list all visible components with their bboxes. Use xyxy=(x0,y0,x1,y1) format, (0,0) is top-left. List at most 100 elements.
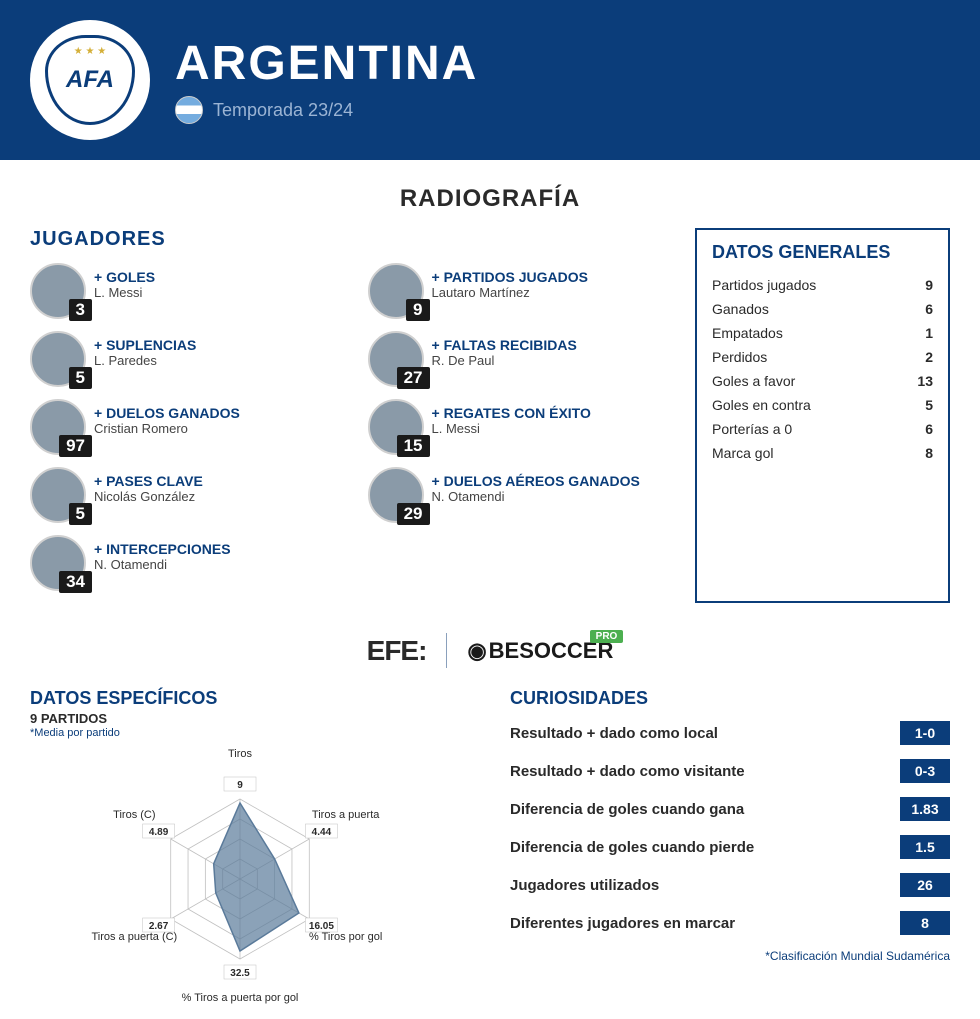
svg-text:% Tiros por gol: % Tiros por gol xyxy=(309,931,382,943)
dato-value: 13 xyxy=(917,373,933,389)
dato-row: Marca gol8 xyxy=(712,441,933,465)
footnote: *Clasificación Mundial Sudamérica xyxy=(510,949,950,963)
player-stat: 15 REGATES CON ÉXITO L. Messi xyxy=(368,399,676,455)
stat-label: DUELOS AÉREOS GANADOS xyxy=(432,473,640,489)
curio-value: 1.5 xyxy=(900,835,950,859)
crest-text: AFA xyxy=(66,66,114,94)
curio-value: 1-0 xyxy=(900,721,950,745)
team-crest: ★ ★ ★ AFA xyxy=(30,20,150,140)
players-column-right: 9 PARTIDOS JUGADOS Lautaro Martínez 27 F… xyxy=(368,263,676,603)
curio-label: Resultado + dado como local xyxy=(510,725,718,742)
svg-text:2.67: 2.67 xyxy=(149,921,169,932)
datos-generales-title: DATOS GENERALES xyxy=(712,242,933,263)
brand-besoccer: ◉BESOCCER PRO xyxy=(467,638,613,664)
radar-chart: Tiros9Tiros a puerta4.44% Tiros por gol1… xyxy=(30,744,450,1004)
radiografia-title: RADIOGRAFÍA xyxy=(30,185,950,213)
stat-label: DUELOS GANADOS xyxy=(94,405,240,421)
header: ★ ★ ★ AFA ARGENTINA Temporada 23/24 xyxy=(0,0,980,160)
stat-player-name: Cristian Romero xyxy=(94,421,240,436)
svg-text:Tiros a puerta (C): Tiros a puerta (C) xyxy=(91,931,177,943)
stat-player-name: R. De Paul xyxy=(432,353,577,368)
player-stat: 3 GOLES L. Messi xyxy=(30,263,338,319)
dato-value: 8 xyxy=(925,445,933,461)
brands-row: EFE: ◉BESOCCER PRO xyxy=(30,633,950,668)
svg-text:Tiros a puerta: Tiros a puerta xyxy=(312,809,380,821)
svg-text:9: 9 xyxy=(237,780,243,791)
dato-label: Goles a favor xyxy=(712,373,795,389)
stat-label: SUPLENCIAS xyxy=(94,337,196,353)
dato-value: 6 xyxy=(925,421,933,437)
curio-label: Jugadores utilizados xyxy=(510,877,659,894)
player-stat: 34 INTERCEPCIONES N. Otamendi xyxy=(30,535,338,591)
dato-row: Porterías a 06 xyxy=(712,417,933,441)
svg-text:% Tiros a puerta por gol: % Tiros a puerta por gol xyxy=(182,992,299,1004)
player-stat: 9 PARTIDOS JUGADOS Lautaro Martínez xyxy=(368,263,676,319)
curio-label: Diferencia de goles cuando pierde xyxy=(510,839,754,856)
stat-value-badge: 5 xyxy=(69,503,92,525)
curio-row: Diferencia de goles cuando gana 1.83 xyxy=(510,797,950,821)
stat-value-badge: 9 xyxy=(406,299,429,321)
stat-player-name: L. Paredes xyxy=(94,353,196,368)
datos-especificos-subtitle: 9 PARTIDOS xyxy=(30,711,470,726)
svg-text:16.05: 16.05 xyxy=(309,921,334,932)
jugadores-title: JUGADORES xyxy=(30,228,675,251)
stat-player-name: Lautaro Martínez xyxy=(432,285,589,300)
datos-generales-box: DATOS GENERALES Partidos jugados 9 Ganados… xyxy=(695,228,950,603)
dato-value: 9 xyxy=(925,277,933,293)
curio-value: 0-3 xyxy=(900,759,950,783)
dato-value: 1 xyxy=(925,325,933,341)
dato-row: Ganados6 xyxy=(712,297,933,321)
season-label: Temporada 23/24 xyxy=(213,100,353,121)
datos-especificos-note: *Media por partido xyxy=(30,727,470,739)
curio-value: 8 xyxy=(900,911,950,935)
stat-label: INTERCEPCIONES xyxy=(94,541,231,557)
stat-value-badge: 5 xyxy=(69,367,92,389)
stat-value-badge: 29 xyxy=(397,503,430,525)
dato-label: Partidos jugados xyxy=(712,277,816,293)
stat-label: PARTIDOS JUGADOS xyxy=(432,269,589,285)
players-column-left: 3 GOLES L. Messi 5 SUPLENCIAS L. Paredes… xyxy=(30,263,338,603)
stat-label: REGATES CON ÉXITO xyxy=(432,405,591,421)
datos-especificos: DATOS ESPECÍFICOS 9 PARTIDOS *Media por … xyxy=(30,688,470,1009)
dato-row: Empatados1 xyxy=(712,321,933,345)
svg-text:4.89: 4.89 xyxy=(149,827,169,838)
dato-value: 6 xyxy=(925,301,933,317)
dato-row: Partidos jugados 9 xyxy=(712,273,933,297)
stat-player-name: N. Otamendi xyxy=(94,557,231,572)
curio-row: Resultado + dado como visitante 0-3 xyxy=(510,759,950,783)
stat-player-name: L. Messi xyxy=(94,285,155,300)
dato-label: Perdidos xyxy=(712,349,767,365)
team-name: ARGENTINA xyxy=(175,36,950,91)
brand-divider xyxy=(446,633,447,668)
stat-player-name: Nicolás González xyxy=(94,489,203,504)
stat-label: PASES CLAVE xyxy=(94,473,203,489)
svg-text:Tiros: Tiros xyxy=(228,748,253,760)
flag-icon xyxy=(175,96,203,124)
stat-value-badge: 15 xyxy=(397,435,430,457)
curio-value: 1.83 xyxy=(900,797,950,821)
curiosidades-title: CURIOSIDADES xyxy=(510,688,950,709)
crest-stars-icon: ★ ★ ★ xyxy=(74,46,106,57)
datos-especificos-title: DATOS ESPECÍFICOS xyxy=(30,688,470,709)
player-stat: 97 DUELOS GANADOS Cristian Romero xyxy=(30,399,338,455)
stat-label: FALTAS RECIBIDAS xyxy=(432,337,577,353)
curio-row: Jugadores utilizados 26 xyxy=(510,873,950,897)
stat-value-badge: 34 xyxy=(59,571,92,593)
curio-label: Diferentes jugadores en marcar xyxy=(510,915,735,932)
curio-value: 26 xyxy=(900,873,950,897)
dato-row: Goles a favor 13 xyxy=(712,369,933,393)
stat-value-badge: 97 xyxy=(59,435,92,457)
curio-label: Resultado + dado como visitante xyxy=(510,763,745,780)
brand-efe: EFE: xyxy=(367,635,427,667)
dato-value: 2 xyxy=(925,349,933,365)
curio-row: Resultado + dado como local 1-0 xyxy=(510,721,950,745)
player-stat: 5 SUPLENCIAS L. Paredes xyxy=(30,331,338,387)
curio-label: Diferencia de goles cuando gana xyxy=(510,801,744,818)
stat-player-name: N. Otamendi xyxy=(432,489,640,504)
dato-row: Perdidos 2 xyxy=(712,345,933,369)
stat-value-badge: 3 xyxy=(69,299,92,321)
stat-label: GOLES xyxy=(94,269,155,285)
stat-value-badge: 27 xyxy=(397,367,430,389)
svg-text:Tiros (C): Tiros (C) xyxy=(113,809,155,821)
curiosidades: CURIOSIDADES Resultado + dado como local… xyxy=(510,688,950,1009)
